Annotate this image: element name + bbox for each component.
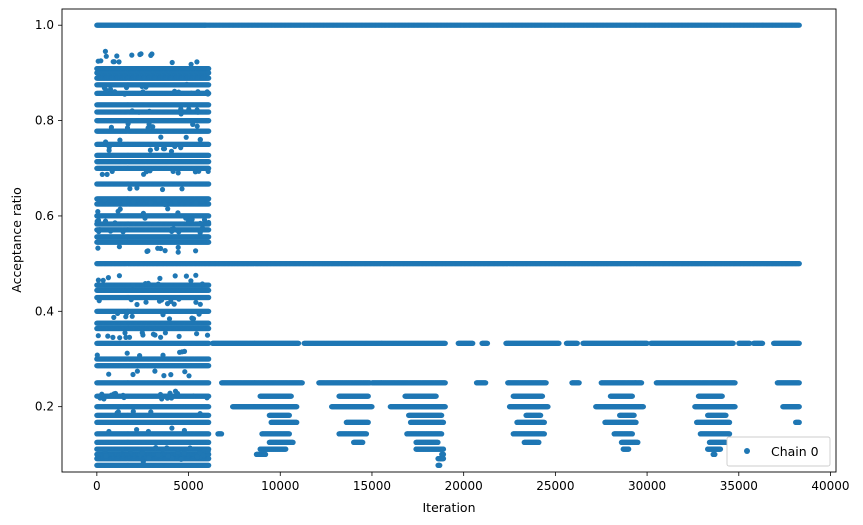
scatter-point — [206, 70, 212, 76]
scatter-point — [206, 118, 212, 124]
scatter-points — [94, 22, 802, 468]
scatter-point — [796, 22, 802, 28]
scatter-point — [206, 141, 212, 147]
scatter-point — [206, 159, 212, 165]
scatter-point — [206, 75, 212, 81]
scatter-point — [206, 128, 212, 134]
scatter-point — [206, 181, 212, 187]
scatter-point — [206, 196, 212, 202]
scatter-point — [206, 201, 212, 207]
scatter-point — [206, 227, 212, 233]
scatter-point — [206, 82, 212, 88]
scatter-point — [206, 102, 212, 108]
scatter-point — [206, 213, 212, 219]
scatter-point — [206, 152, 212, 158]
scatter-point — [206, 109, 212, 115]
